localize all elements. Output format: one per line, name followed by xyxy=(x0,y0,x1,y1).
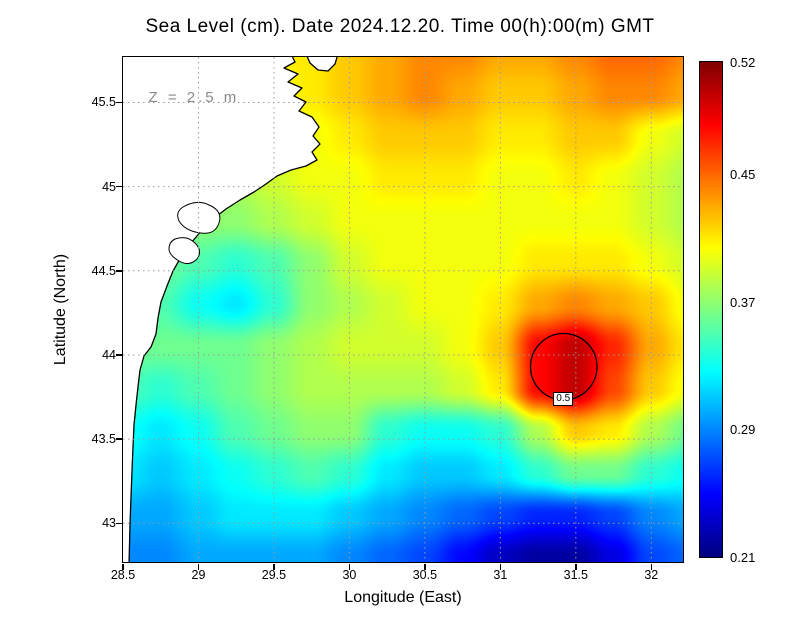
map-overlay xyxy=(122,56,683,562)
y-tick-label: 44.5 xyxy=(91,263,116,278)
colorbar-canvas xyxy=(700,62,722,557)
x-tick-mark xyxy=(122,563,124,570)
x-tick-label: 28.5 xyxy=(110,568,136,582)
y-tick-label: 45.5 xyxy=(91,95,116,110)
x-tick-label: 31 xyxy=(493,568,508,582)
x-tick-label: 29 xyxy=(191,568,206,582)
x-tick-label: 29.5 xyxy=(261,568,287,582)
colorbar-tick-label: 0.45 xyxy=(730,166,756,182)
y-tick-label: 43 xyxy=(102,516,116,531)
x-tick-label: 30.5 xyxy=(412,568,438,582)
y-tick-mark xyxy=(115,270,122,272)
colorbar-tick-label: 0.52 xyxy=(730,55,756,70)
x-tick-mark xyxy=(197,563,200,570)
contour-label: 0.5 xyxy=(553,392,574,407)
depth-annotation: Z = 2.5 m xyxy=(148,88,240,106)
x-axis-title: Longitude (East) xyxy=(344,589,462,606)
x-tick-label: 32 xyxy=(644,568,659,582)
x-tick-mark xyxy=(499,563,502,570)
y-tick-mark xyxy=(115,101,122,104)
x-tick-mark xyxy=(424,563,426,570)
colorbar-tick-label: 0.37 xyxy=(730,294,756,310)
y-tick-mark xyxy=(115,354,122,356)
chart-title: Sea Level (cm). Date 2024.12.20. Time 00… xyxy=(145,16,655,37)
y-tick-mark xyxy=(115,522,122,525)
y-axis-title: Latitude (North) xyxy=(52,253,69,366)
plot-area: Z = 2.5 m 0.5 xyxy=(121,55,684,563)
y-tick-mark xyxy=(115,185,122,188)
y-tick-label: 45 xyxy=(102,179,116,194)
x-tick-mark xyxy=(650,563,653,570)
x-tick-mark xyxy=(575,563,577,570)
x-tick-mark xyxy=(273,563,275,570)
grid-lines xyxy=(122,56,683,562)
lagoon-outline xyxy=(167,236,200,264)
contour-circle xyxy=(529,332,598,401)
y-tick-mark xyxy=(115,438,122,440)
colorbar-tick-label: 0.21 xyxy=(730,550,756,565)
colorbar xyxy=(699,61,723,558)
y-tick-label: 44 xyxy=(102,347,116,362)
coastline-land xyxy=(122,56,321,562)
colorbar-tick-label: 0.29 xyxy=(730,422,756,438)
x-tick-label: 31.5 xyxy=(563,568,588,582)
x-tick-mark xyxy=(348,563,351,570)
coastline-islet xyxy=(306,56,338,72)
y-tick-label: 43.5 xyxy=(91,432,116,447)
x-tick-label: 30 xyxy=(342,568,357,582)
